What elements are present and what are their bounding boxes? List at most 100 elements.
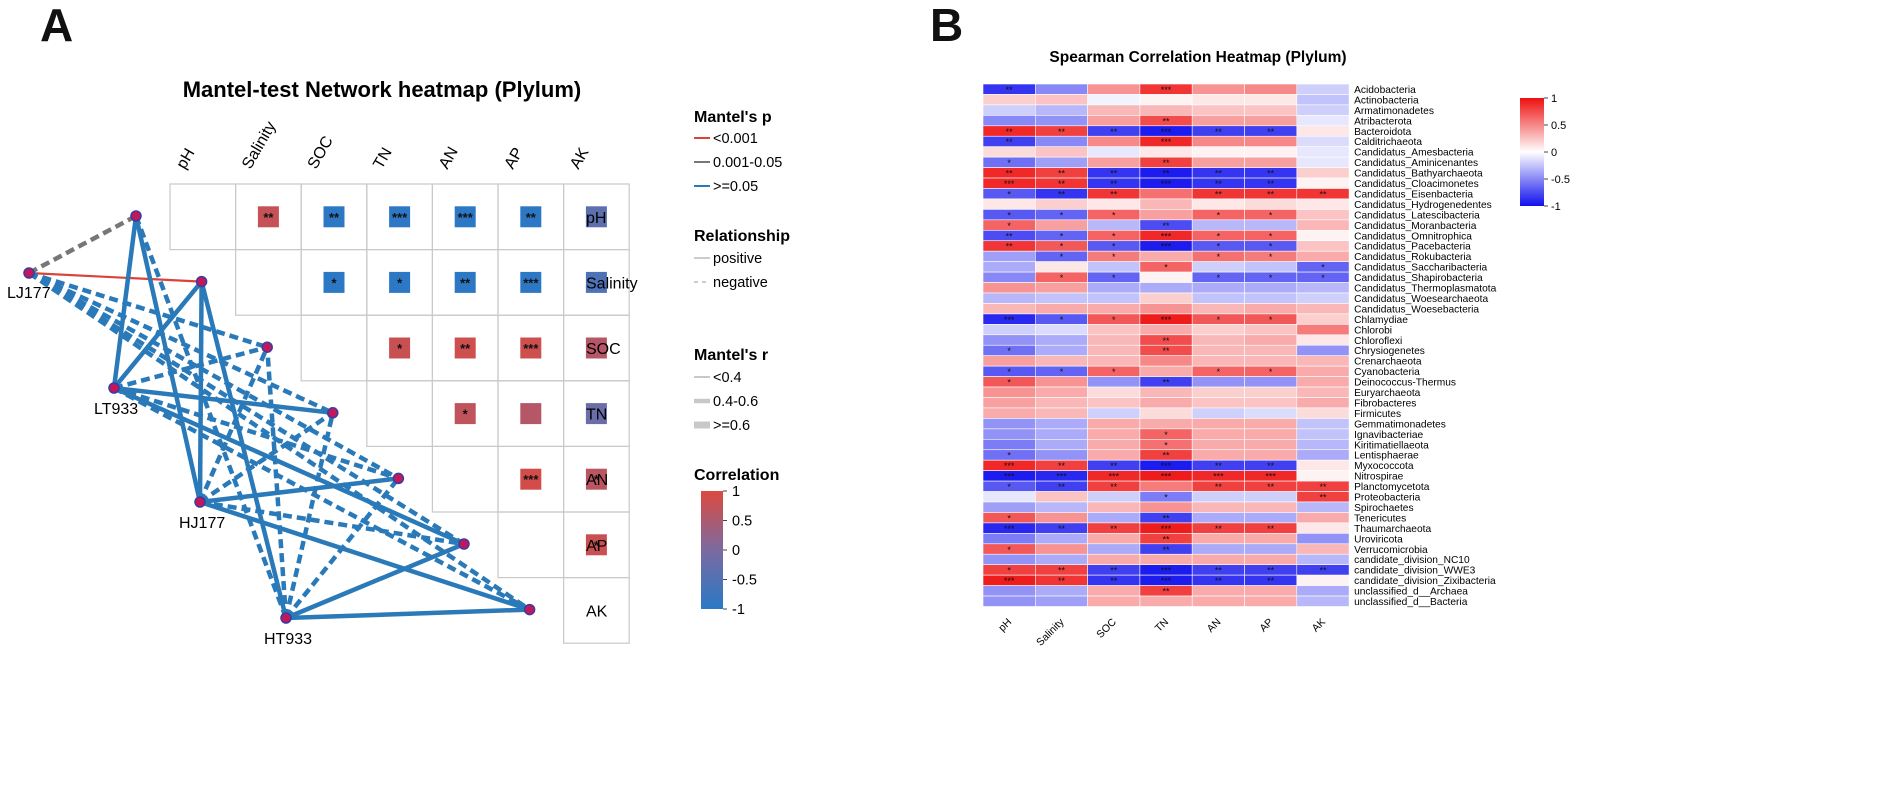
- heatmap-cell: [1139, 271, 1193, 283]
- heatmap-sig-label: *: [1112, 367, 1116, 377]
- heatmap-cell: [1244, 449, 1298, 461]
- heatmap-sig-label: **: [1110, 566, 1118, 576]
- colorbar-tick-label: -1: [732, 602, 745, 618]
- heatmap-cell: [1296, 83, 1350, 95]
- spearman-colorbar: [1520, 98, 1544, 206]
- heatmap-cell: [1087, 83, 1141, 95]
- heatmap-cell: [1191, 104, 1245, 116]
- heatmap-cell: [1035, 585, 1088, 597]
- heatmap-sig-label: **: [1058, 169, 1066, 179]
- variable-node: [130, 210, 142, 222]
- network-link: [133, 215, 203, 503]
- heatmap-cell: [1087, 512, 1141, 524]
- heatmap-cell: [1296, 104, 1350, 116]
- taxon-label: Nitrospirae: [1354, 472, 1404, 483]
- heatmap-sig-label: *: [1217, 273, 1221, 283]
- spearman-colorbar-label: 1: [1551, 93, 1557, 105]
- heatmap-cell: [1087, 303, 1141, 315]
- heatmap-sig-label: **: [1267, 127, 1275, 137]
- heatmap-sig-label: *: [1217, 315, 1221, 325]
- row-label: AP: [586, 538, 607, 555]
- heatmap-sig-label: *: [1112, 242, 1116, 252]
- heatmap-cell: [982, 250, 1036, 262]
- heatmap-cell: [982, 501, 1036, 513]
- heatmap-cell: [1296, 240, 1350, 252]
- heatmap-sig-label: **: [1215, 127, 1223, 137]
- legend-title-correlation: Correlation: [694, 467, 779, 484]
- heatmap-cell: [1035, 533, 1088, 545]
- heatmap-cell: [1087, 386, 1141, 398]
- heatmap-sig-label: *: [1217, 210, 1221, 220]
- heatmap-cell: [1296, 324, 1350, 336]
- taxon-label: Euryarchaeota: [1354, 388, 1421, 399]
- taxon-label: Candidatus_Amesbacteria: [1354, 148, 1474, 159]
- heatmap-cell: [1087, 428, 1141, 440]
- heatmap-cell: [1035, 512, 1088, 524]
- network-link: [197, 346, 270, 503]
- heatmap-sig-label: **: [1058, 524, 1066, 534]
- heatmap-sig-label: *: [1060, 273, 1064, 283]
- heatmap-sig-label: **: [1163, 451, 1171, 461]
- heatmap-sig-label: **: [1215, 461, 1223, 471]
- heatmap-cell: [1139, 355, 1193, 367]
- sample-node: [280, 612, 292, 624]
- heatmap-cell: [982, 115, 1036, 127]
- heatmap-sig-label: ***: [1004, 461, 1015, 471]
- heatmap-sig-label: **: [1058, 127, 1066, 137]
- taxon-label: Thaumarchaeota: [1354, 524, 1431, 535]
- heatmap-cell: [1139, 209, 1193, 221]
- heatmap-cell: [1139, 292, 1193, 304]
- heatmap-cell: [1139, 188, 1193, 200]
- heatmap-cell: [1139, 365, 1193, 377]
- heatmap-cell: [1139, 397, 1193, 409]
- heatmap-sig-label: *: [1007, 210, 1011, 220]
- spearman-colorbar-label: -0.5: [1551, 174, 1570, 186]
- heatmap-sig-label: **: [1058, 566, 1066, 576]
- taxon-label: Candidatus_Woesearchaeota: [1354, 294, 1488, 305]
- taxon-label: Lentisphaerae: [1354, 451, 1419, 462]
- taxon-label: Candidatus_Omnitrophica: [1354, 231, 1472, 242]
- heatmap-cell: [1139, 250, 1193, 262]
- sample-label: LJ177: [7, 285, 51, 302]
- heatmap-cell: [1296, 125, 1350, 137]
- heatmap-sig-label: **: [1267, 576, 1275, 586]
- grid-cell: [169, 183, 237, 251]
- heatmap-cell: [1035, 83, 1088, 95]
- taxon-label: Deinococcus-Thermus: [1354, 378, 1456, 389]
- heatmap-cell: [1191, 146, 1245, 158]
- heatmap-cell: [982, 428, 1036, 440]
- spearman-colorbar-label: -1: [1551, 201, 1561, 213]
- heatmap-cell: [1244, 324, 1298, 336]
- heatmap-cell: [1035, 418, 1088, 430]
- heatmap-sig-label: **: [1267, 566, 1275, 576]
- heatmap-cell: [1035, 146, 1088, 158]
- correlation-square: [389, 271, 411, 293]
- heatmap-cell: [1296, 574, 1350, 586]
- heatmap-sig-label: ***: [1161, 566, 1172, 576]
- significance-label: *: [397, 275, 403, 290]
- heatmap-sig-label: **: [1006, 169, 1014, 179]
- heatmap-sig-label: *: [1164, 263, 1168, 273]
- heatmap-cell: [1087, 376, 1141, 388]
- row-label: TN: [586, 407, 607, 424]
- heatmap-cell: [1244, 543, 1298, 555]
- heatmap-cell: [1087, 334, 1141, 346]
- heatmap-cell: [1296, 501, 1350, 513]
- heatmap-cell: [1296, 386, 1350, 398]
- spearman-heatmap-chart: Spearman Correlation Heatmap (Plylum)** *…: [982, 49, 1570, 649]
- significance-label: **: [263, 210, 274, 225]
- heatmap-cell: [1296, 230, 1350, 242]
- heatmap-cell: [982, 438, 1036, 451]
- variable-node: [195, 275, 208, 288]
- heatmap-column-label: AN: [1205, 616, 1224, 635]
- heatmap-sig-label: **: [1110, 127, 1118, 137]
- heatmap-sig-label: **: [1267, 461, 1275, 471]
- legend-title-mantel-p: Mantel's p: [694, 109, 772, 126]
- heatmap-cell: [1139, 282, 1193, 294]
- heatmap-sig-label: *: [1164, 430, 1168, 440]
- heatmap-sig-label: **: [1319, 189, 1327, 199]
- taxon-label: Candidatus_Woesebacteria: [1354, 304, 1479, 315]
- network-link: [285, 541, 465, 621]
- heatmap-cell: [1244, 428, 1298, 440]
- heatmap-cell: [1191, 397, 1245, 409]
